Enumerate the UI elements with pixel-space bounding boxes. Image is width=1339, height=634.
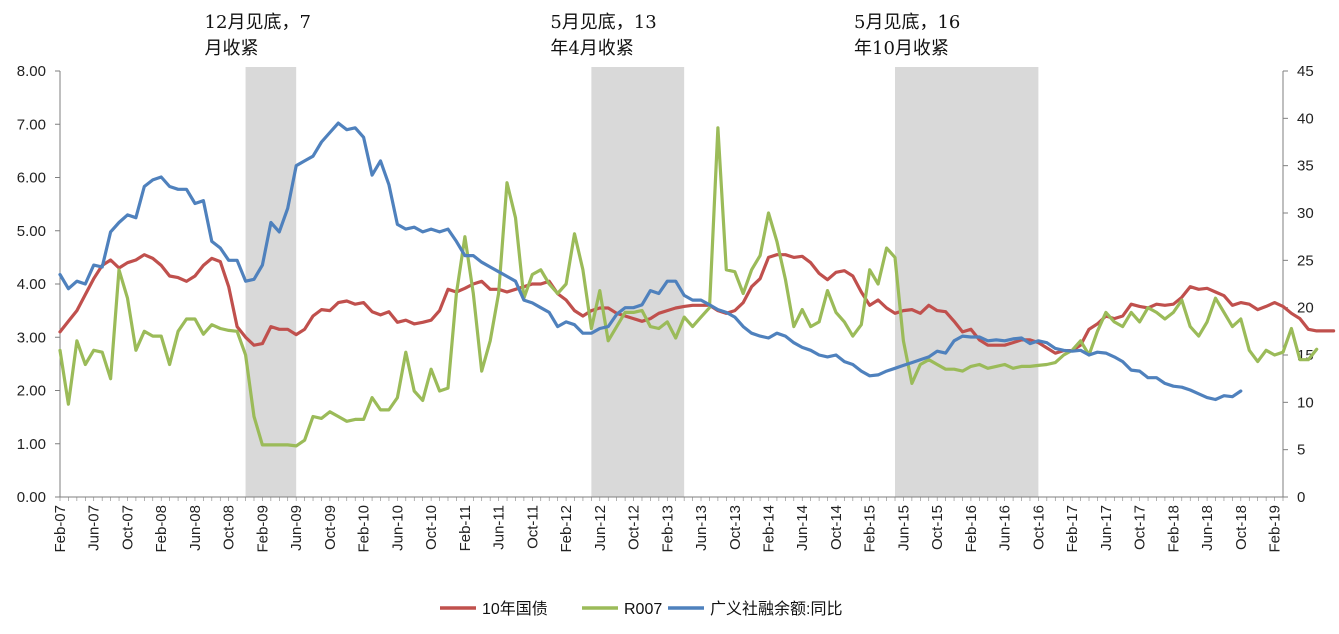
- x-tick-label: Feb-19: [1267, 505, 1284, 553]
- legend: 10年国债 R007 广义社融余额:同比: [440, 599, 842, 618]
- x-tick-label: Oct-11: [524, 505, 541, 549]
- x-tick-label: Feb-14: [760, 505, 777, 553]
- x-tick-label: Oct-12: [626, 505, 643, 550]
- y-tick-label: 5.00: [17, 223, 46, 240]
- shaded-periods: [245, 67, 1039, 497]
- annotation-text: 年10月收紧: [854, 38, 949, 59]
- y-tick-label: 3.00: [17, 329, 46, 346]
- y-tick-label: 6.00: [17, 170, 46, 187]
- shaded-period: [245, 67, 297, 497]
- x-tick-label: Feb-10: [356, 505, 373, 553]
- y-tick-label: 0.00: [17, 489, 46, 506]
- x-tick-label: Jun-12: [592, 505, 609, 551]
- x-tick-label: Feb-11: [457, 505, 474, 551]
- y2-tick-label: 0: [1297, 489, 1305, 506]
- x-tick-label: Feb-17: [1064, 505, 1081, 553]
- series-line: [58, 253, 1336, 355]
- annotation-text: 5月见底，16: [854, 12, 960, 33]
- x-tick-label: Feb-12: [558, 505, 575, 553]
- axes: 0.00 1.00 2.00 3.00 4.00 5.00 6.00 7.00 8.00 0 5 10…: [17, 63, 1314, 553]
- y2-tick-label: 5: [1297, 442, 1305, 459]
- y2-tick-label: 10: [1297, 394, 1314, 411]
- x-tick-label: Jun-09: [288, 505, 305, 551]
- y-tick-label: 7.00: [17, 116, 46, 133]
- y2-tick-label: 40: [1297, 110, 1314, 127]
- y2-tick-label: 30: [1297, 205, 1314, 222]
- x-tick-label: Feb-18: [1165, 505, 1182, 553]
- y-tick-label: 8.00: [17, 63, 46, 80]
- series-line: [58, 121, 1243, 402]
- legend-label: 10年国债: [482, 600, 548, 618]
- annotation-text: 5月见底，13: [550, 12, 656, 33]
- annotation-text: 月收紧: [205, 38, 259, 59]
- x-tick-label: Oct-16: [1030, 505, 1047, 550]
- y2-tick-label: 45: [1297, 63, 1314, 80]
- x-tick-label: Feb-09: [254, 505, 271, 553]
- x-tick-label: Feb-16: [963, 505, 980, 553]
- x-tick-label: Oct-09: [322, 505, 339, 550]
- legend-label: R007: [624, 601, 662, 618]
- annotation-text: 年4月收紧: [550, 38, 633, 59]
- x-tick-label: Feb-15: [862, 505, 879, 553]
- x-tick-label: Oct-07: [119, 505, 136, 550]
- y2-tick-label: 35: [1297, 158, 1314, 175]
- y2-tick-label: 20: [1297, 300, 1314, 317]
- shaded-period: [895, 67, 1039, 497]
- annotation-text: 12月见底，7: [205, 12, 311, 33]
- x-tick-label: Jun-16: [997, 505, 1014, 551]
- y-tick-label: 4.00: [17, 276, 46, 293]
- x-tick-label: Oct-14: [828, 505, 845, 550]
- y2-tick-label: 25: [1297, 252, 1314, 269]
- x-tick-label: Jun-15: [895, 505, 912, 551]
- legend-label: 广义社融余额:同比: [710, 599, 842, 618]
- x-tick-label: Jun-14: [794, 505, 811, 551]
- series-lines: [58, 121, 1336, 448]
- y-tick-label: 1.00: [17, 436, 46, 453]
- x-tick-label: Oct-08: [221, 505, 238, 550]
- x-tick-label: Feb-07: [52, 505, 69, 553]
- x-tick-label: Oct-15: [929, 505, 946, 550]
- x-tick-label: Jun-10: [389, 505, 406, 551]
- x-tick-label: Jun-11: [491, 505, 508, 550]
- x-tick-label: Jun-17: [1098, 505, 1115, 551]
- x-tick-label: Oct-18: [1233, 505, 1250, 550]
- x-tick-label: Jun-08: [187, 505, 204, 551]
- x-tick-label: Feb-08: [153, 505, 170, 553]
- x-tick-label: Jun-07: [86, 505, 103, 551]
- x-tick-label: Jun-18: [1199, 505, 1216, 551]
- x-tick-label: Oct-10: [423, 505, 440, 550]
- x-tick-label: Oct-17: [1132, 505, 1149, 550]
- x-tick-label: Oct-13: [727, 505, 744, 550]
- annotations: 12月见底，7 月收紧 5月见底，13 年4月收紧 5月见底，16 年10月收紧: [205, 12, 961, 59]
- series-line: [58, 126, 1319, 448]
- x-tick-label: Jun-13: [693, 505, 710, 551]
- x-tick-label: Feb-13: [659, 505, 676, 553]
- y-tick-label: 2.00: [17, 383, 46, 400]
